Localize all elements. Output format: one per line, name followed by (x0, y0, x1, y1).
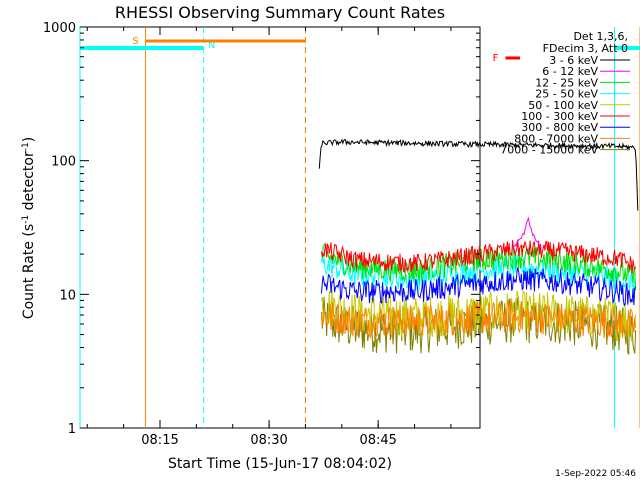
x-tick-label: 08:30 (250, 433, 287, 448)
interval-markers: N S F (79, 27, 640, 428)
legend-entry-label: 25 - 50 keV (535, 88, 598, 101)
y-tick-label: 10 (59, 288, 76, 303)
series-line-100-300keV (320, 239, 637, 274)
legend-header-line: Det 1,3,6, (573, 30, 628, 43)
legend-entry-label: 7000 - 15000 keV (500, 144, 598, 157)
legend-entry-label: 50 - 100 keV (528, 99, 598, 112)
legend-entry-label: 100 - 300 keV (521, 110, 598, 123)
night-interval-label: N (208, 40, 215, 51)
legend-entry-label: 3 - 6 keV (549, 54, 598, 67)
legend-entry-label: 6 - 12 keV (542, 65, 598, 78)
y-tick-label: 100 (51, 155, 76, 170)
x-tick-label: 08:15 (141, 433, 178, 448)
y-tick-label: 1000 (43, 21, 76, 36)
series-line-3-6keV (318, 138, 639, 211)
legend-header-line: FDecim 3, Att 0 (543, 42, 628, 55)
legend-entry-label: 12 - 25 keV (535, 76, 598, 89)
y-axis-label: Count Rate (s-1 detector-1) (21, 137, 37, 319)
footer-timestamp: 1-Sep-2022 05:46 (555, 469, 636, 479)
legend-entry-label: 300 - 800 keV (521, 121, 598, 134)
plot-frame (79, 26, 481, 429)
y-tick-label: 1 (68, 422, 76, 437)
chart-title: RHESSI Observing Summary Count Rates (115, 3, 445, 22)
legend-entry-label: 800 - 7000 keV (514, 132, 598, 145)
series-line-6-12keV (512, 216, 542, 250)
series-line-50-100keV (320, 288, 637, 342)
series-line-300-800keV (320, 267, 637, 307)
x-tick-label: 08:45 (359, 433, 396, 448)
saa-interval-label: S (132, 36, 138, 47)
axes-group: 08:15 08:30 08:45 1 10 100 1000 (43, 21, 480, 448)
series-group (318, 138, 639, 355)
x-axis-label: Start Time (15-Jun-17 08:04:02) (168, 456, 392, 472)
flare-interval-label: F (493, 53, 499, 64)
